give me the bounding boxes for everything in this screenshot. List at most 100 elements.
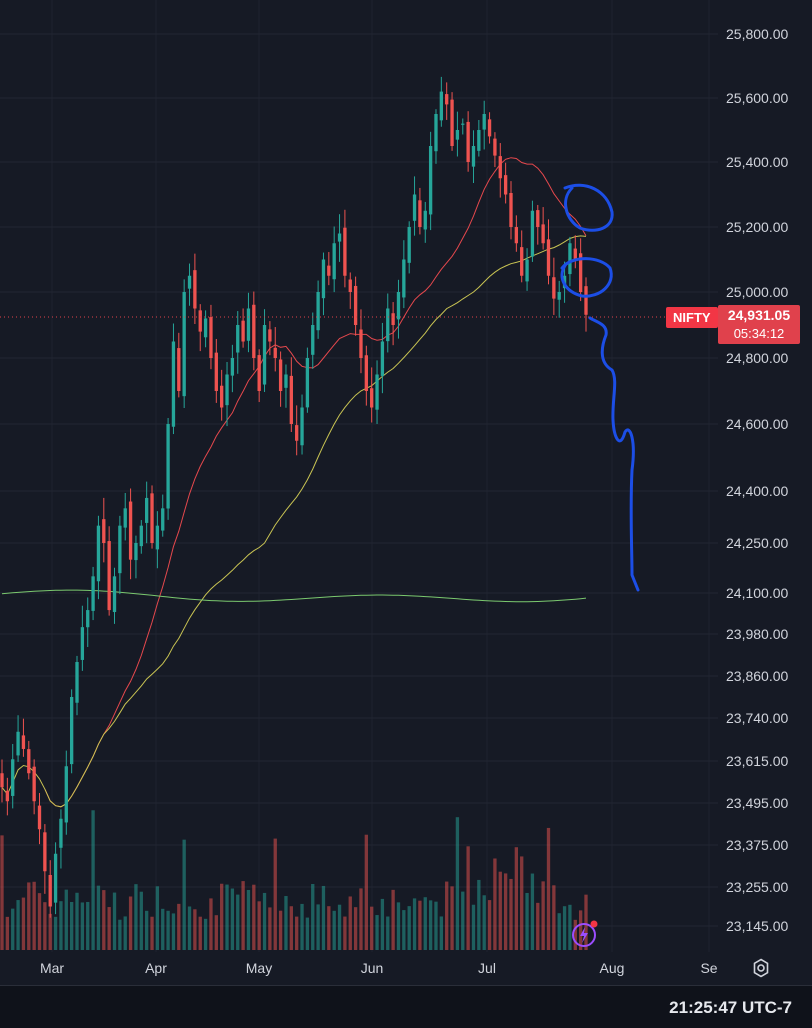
candle-body bbox=[466, 121, 470, 162]
volume-bar bbox=[466, 846, 470, 950]
candle-body bbox=[487, 119, 492, 137]
candle-body bbox=[353, 285, 358, 325]
volume-bar bbox=[434, 901, 438, 950]
volume-bar bbox=[102, 890, 106, 950]
volume-bar bbox=[230, 888, 235, 950]
candle-body bbox=[107, 541, 111, 611]
candle-body bbox=[311, 325, 315, 355]
volume-bar bbox=[112, 892, 117, 950]
volume-bar bbox=[268, 907, 272, 950]
volume-bar bbox=[584, 894, 588, 950]
candle-body bbox=[439, 91, 444, 121]
candle-body bbox=[268, 329, 272, 342]
volume-bar bbox=[536, 902, 540, 950]
candle-body bbox=[445, 94, 449, 105]
volume-bar bbox=[396, 902, 401, 950]
candle-body bbox=[43, 832, 47, 872]
candle-body bbox=[396, 292, 401, 320]
candle-body bbox=[91, 576, 95, 611]
candle-body bbox=[284, 374, 288, 388]
candle-body bbox=[295, 425, 299, 441]
volume-bar bbox=[273, 838, 277, 950]
candle-body bbox=[568, 243, 572, 275]
candle-body bbox=[546, 239, 551, 276]
lightning-icon[interactable] bbox=[570, 918, 602, 950]
volume-bar bbox=[198, 916, 202, 950]
price-tick-label: 25,200.00 bbox=[726, 219, 788, 235]
candle-body bbox=[391, 313, 395, 325]
price-tick-label: 24,250.00 bbox=[726, 535, 788, 551]
candle-body bbox=[573, 248, 577, 260]
candle-body bbox=[123, 508, 127, 528]
volume-bar bbox=[150, 916, 154, 950]
volume-bar bbox=[96, 885, 101, 950]
gear-icon[interactable] bbox=[751, 958, 771, 978]
candle-body bbox=[203, 318, 208, 338]
candle-body bbox=[578, 253, 583, 292]
candle-body bbox=[332, 243, 336, 280]
price-tick-label: 24,800.00 bbox=[726, 350, 788, 366]
candle-body bbox=[27, 749, 31, 774]
volume-bar bbox=[370, 906, 374, 950]
candle-body bbox=[327, 265, 331, 276]
candle-body bbox=[557, 292, 561, 300]
candle-body bbox=[102, 519, 106, 543]
candle-body bbox=[273, 347, 277, 358]
volume-bar bbox=[16, 900, 20, 950]
price-tick-label: 23,980.00 bbox=[726, 626, 788, 642]
price-tick-label: 24,400.00 bbox=[726, 483, 788, 499]
volume-bar bbox=[177, 903, 181, 950]
annotation-circle-lower bbox=[560, 257, 613, 298]
candle-body bbox=[128, 501, 133, 560]
price-axis[interactable]: 25,800.00 25,600.00 25,400.00 25,200.00 25,0… bbox=[726, 26, 788, 934]
volume-bar bbox=[257, 901, 261, 950]
volume-bar bbox=[48, 913, 52, 950]
volume-bar bbox=[295, 916, 299, 950]
volume-bar bbox=[509, 878, 513, 950]
candle-body bbox=[541, 224, 545, 244]
time-tick-label: Apr bbox=[145, 960, 167, 976]
time-tick-label: Jul bbox=[478, 960, 496, 976]
clock[interactable]: 21:25:47 UTC-7 bbox=[669, 998, 792, 1017]
volume-bar bbox=[530, 873, 535, 950]
volume-bar bbox=[337, 904, 342, 950]
candle-body bbox=[278, 359, 283, 391]
candle-body bbox=[536, 210, 540, 227]
ma-fast-line bbox=[44, 157, 587, 808]
volume-bar bbox=[37, 893, 42, 950]
candle-body bbox=[48, 874, 52, 907]
candle-body bbox=[230, 358, 235, 376]
volume-bar bbox=[418, 900, 422, 950]
candle-body bbox=[69, 697, 74, 765]
candle-body bbox=[257, 355, 261, 391]
candle-body bbox=[525, 259, 529, 282]
price-tick-label: 24,100.00 bbox=[726, 585, 788, 601]
volume-bar bbox=[161, 908, 165, 950]
volume-bar bbox=[203, 918, 208, 950]
candle-body bbox=[348, 279, 352, 292]
candle-body bbox=[182, 292, 186, 397]
candle-body bbox=[412, 194, 417, 221]
candle-body bbox=[359, 329, 363, 358]
price-chart[interactable]: 25,800.00 25,600.00 25,400.00 25,200.00 25,0… bbox=[0, 0, 812, 985]
volume-bar bbox=[343, 916, 347, 950]
annotation-circle-upper bbox=[563, 183, 614, 232]
volume-bar bbox=[86, 901, 90, 950]
volume-bar bbox=[262, 892, 267, 950]
candle-body bbox=[161, 508, 165, 531]
price-tick-label: 25,000.00 bbox=[726, 284, 788, 300]
volume-bar bbox=[246, 889, 251, 950]
candle-body bbox=[337, 233, 342, 242]
volume-bar bbox=[380, 898, 385, 950]
candle-body bbox=[75, 662, 79, 703]
candle-body bbox=[455, 130, 460, 140]
volume-bar bbox=[520, 856, 524, 950]
volume-bar bbox=[0, 835, 4, 950]
volume-bar bbox=[91, 810, 95, 950]
volume-bar bbox=[386, 916, 390, 950]
candlesticks bbox=[0, 76, 588, 918]
candle-body bbox=[316, 292, 320, 331]
candle-body bbox=[0, 773, 4, 788]
candle-body bbox=[209, 317, 213, 358]
time-axis[interactable]: Mar Apr May Jun Jul Aug Se bbox=[40, 960, 718, 976]
